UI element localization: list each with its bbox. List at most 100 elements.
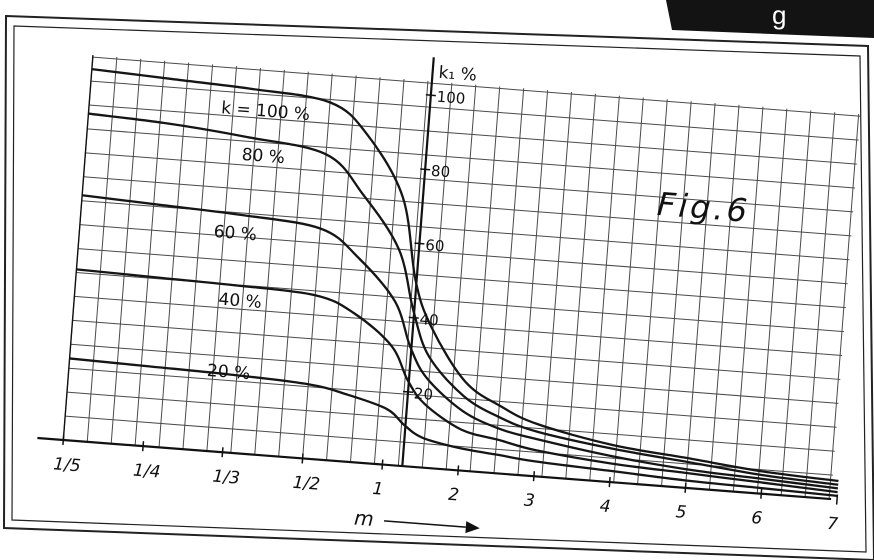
y-tick-label: 40 [419,310,439,329]
grid-line-vertical [613,97,644,483]
chart-title: Fig.6 [656,185,752,230]
x-tick-label: 1/3 [212,467,241,489]
series-label: 20 % [206,361,251,384]
grid-line-horizontal [70,343,839,404]
plot-area: 20 40 60 80 100 1/5 1/4 1/3 1/2 1 2 3 4 5 6 7 k = 100 %… [37,55,861,535]
x-tick-label: 7 [826,514,839,535]
y-tick-mark [408,316,419,319]
grid-line-vertical [230,67,261,453]
grid-line-horizontal [87,128,856,189]
x-tick-mark [62,434,65,446]
grid-line-horizontal [85,152,854,213]
grid-lines [62,55,861,500]
grid-line-vertical [565,93,596,479]
x-axis-label: m [353,506,374,531]
series-line [82,194,839,490]
y-tick-mark [420,168,431,171]
grid-line-vertical [445,84,477,470]
x-tick-label: 1/2 [292,473,321,495]
series-labels: k = 100 % 80 % 60 % 40 % 20 % [206,98,310,384]
curves [69,67,839,497]
series-line [88,112,839,486]
grid-line-horizontal [66,391,835,452]
axes [37,55,832,501]
grid-line-horizontal [90,80,859,141]
x-axis-label-group: m [353,506,480,534]
grid-line-horizontal [92,56,861,117]
y-tick-mark [425,94,436,97]
x-tick-label: 6 [751,508,764,529]
header-tab-text: g [772,0,786,30]
grid-line-vertical [589,95,620,481]
x-tick-mark [835,494,839,505]
border-frame [2,14,874,560]
grid-line-vertical [397,80,429,466]
grid-line-vertical [206,66,238,452]
x-tick-mark [381,459,384,470]
x-tick-mark [608,477,611,488]
x-tick-mark [532,471,536,482]
grid-line-vertical [804,112,836,498]
header-tab: g [666,0,874,38]
series-label: 40 % [218,290,263,313]
tick-labels: 20 40 60 80 100 1/5 1/4 1/3 1/2 1 2 3 4 5 6 7 [53,88,839,535]
x-tick-mark [141,441,145,452]
x-tick-label: 4 [599,496,611,517]
x-tick-label: 5 [675,502,687,523]
grid-line-vertical [493,88,525,474]
grid-line-vertical [541,91,573,477]
grid-line-vertical [756,108,788,494]
y-tick-mark [402,390,414,394]
grid-line-vertical [637,99,668,485]
grid-line-vertical [278,71,309,457]
grid-line-horizontal [68,367,837,428]
grid-line-vertical [732,106,764,492]
x-tick-mark [457,465,460,476]
grid-line-horizontal [78,248,846,309]
x-axis-arrow-line [384,520,466,528]
x-tick-mark [760,488,763,499]
y-tick-label: 100 [436,88,466,108]
x-tick-mark [221,447,224,458]
grid-line-horizontal [83,176,852,237]
x-tick-label: 2 [447,485,459,506]
grid-line-vertical [469,86,501,472]
series-label: 60 % [213,222,258,245]
grid-line-vertical [780,110,812,496]
x-tick-label: 1 [372,479,384,500]
left-border-line [62,55,94,441]
x-tick-label: 1/5 [53,454,82,476]
x-tick-label: 3 [523,491,535,512]
y-axis-label: k₁ % [438,63,478,86]
grid-line-horizontal [72,319,841,380]
grid-line-vertical [708,104,740,490]
grid-line-vertical [110,58,142,444]
y-tick-mark [414,242,425,245]
grid-line-vertical [421,82,453,468]
grid-line-vertical [302,73,333,459]
y-tick-label: 60 [425,236,445,255]
grid-line-vertical [828,114,860,499]
grid-line-horizontal [74,295,843,357]
x-axis-arrow-head [465,521,480,534]
grid-line-vertical [134,60,166,446]
series-label: 80 % [241,145,286,168]
y-axis-line [401,57,435,467]
series-line [76,268,838,494]
series-line [69,357,838,497]
series-line [91,67,839,483]
x-axis-line [37,436,832,501]
grid-line-vertical [326,75,357,461]
grid-line-vertical [684,102,716,488]
y-tick-label: 20 [413,384,433,403]
series-label: k = 100 % [220,98,310,125]
grid-line-vertical [517,90,549,476]
grid-line-horizontal [79,224,848,285]
x-tick-mark [301,453,304,464]
grid-line-vertical [182,64,214,450]
x-tick-mark [684,482,687,493]
grid-line-vertical [661,101,692,487]
grid-line-vertical [373,79,405,464]
grid-line-vertical [254,69,285,455]
